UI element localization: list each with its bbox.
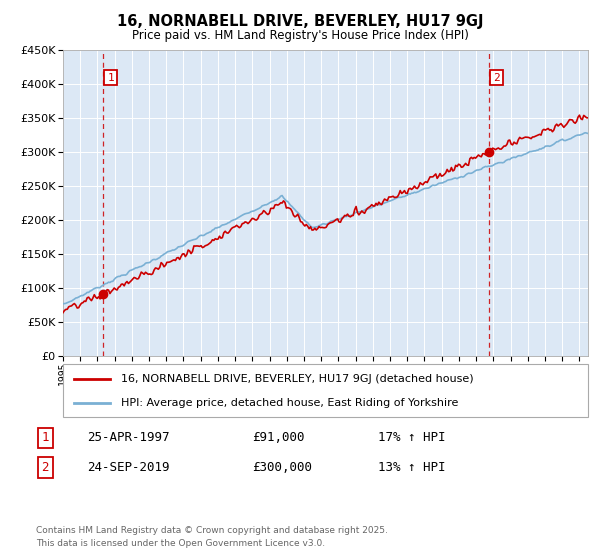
Text: £300,000: £300,000: [252, 461, 312, 474]
Text: HPI: Average price, detached house, East Riding of Yorkshire: HPI: Average price, detached house, East…: [121, 398, 458, 408]
Text: 16, NORNABELL DRIVE, BEVERLEY, HU17 9GJ: 16, NORNABELL DRIVE, BEVERLEY, HU17 9GJ: [117, 14, 483, 29]
Text: £91,000: £91,000: [252, 431, 305, 445]
Text: 1: 1: [41, 431, 49, 445]
Text: 16, NORNABELL DRIVE, BEVERLEY, HU17 9GJ (detached house): 16, NORNABELL DRIVE, BEVERLEY, HU17 9GJ …: [121, 374, 473, 384]
Text: 17% ↑ HPI: 17% ↑ HPI: [378, 431, 445, 445]
FancyBboxPatch shape: [63, 364, 588, 417]
Text: 24-SEP-2019: 24-SEP-2019: [87, 461, 170, 474]
Text: 1: 1: [107, 73, 114, 82]
Text: 2: 2: [41, 461, 49, 474]
Text: Price paid vs. HM Land Registry's House Price Index (HPI): Price paid vs. HM Land Registry's House …: [131, 29, 469, 42]
Text: Contains HM Land Registry data © Crown copyright and database right 2025.
This d: Contains HM Land Registry data © Crown c…: [36, 526, 388, 548]
Text: 2: 2: [493, 73, 500, 82]
Text: 13% ↑ HPI: 13% ↑ HPI: [378, 461, 445, 474]
Text: 25-APR-1997: 25-APR-1997: [87, 431, 170, 445]
